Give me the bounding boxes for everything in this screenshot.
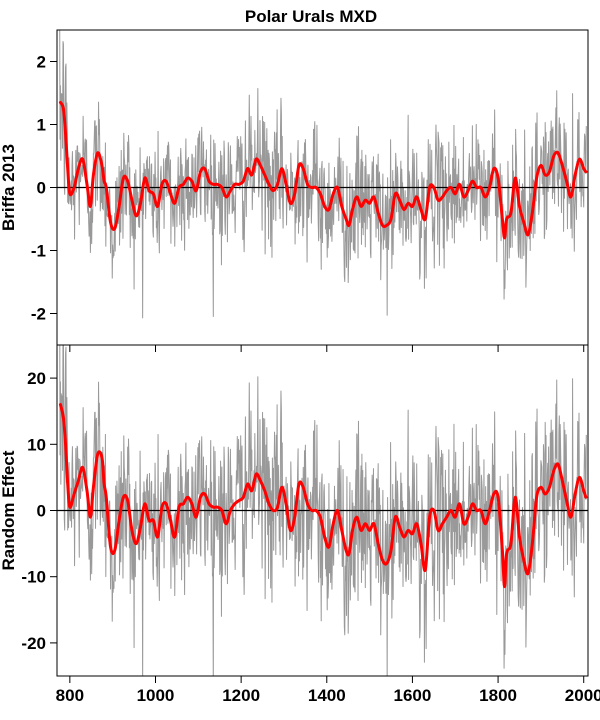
x-tick-label: 1000 <box>137 686 175 705</box>
y-tick-label: 1 <box>37 116 46 135</box>
x-tick-label: 1600 <box>394 686 432 705</box>
x-tick-label: 1800 <box>479 686 517 705</box>
annual-series-line <box>59 345 587 676</box>
y-tick-label: 20 <box>27 369 46 388</box>
plot-area <box>57 30 588 319</box>
y-tick-label: -1 <box>31 242 46 261</box>
x-tick-label: 2000 <box>565 686 600 705</box>
y-tick-label: 10 <box>27 435 46 454</box>
y-tick-label: -10 <box>21 568 46 587</box>
y-tick-label: 0 <box>37 502 46 521</box>
x-tick-label: 1200 <box>222 686 260 705</box>
y-tick-label: -2 <box>31 305 46 324</box>
smoothed-series-line <box>58 100 588 240</box>
plot-area <box>57 345 588 676</box>
y-tick-label: 2 <box>37 53 46 72</box>
smoothed-series-line <box>58 403 588 589</box>
top-panel: -2 -1 0 1 2 Briffa 2013 <box>0 29 589 352</box>
x-tick-label: 800 <box>56 686 84 705</box>
y-tick-label: -20 <box>21 634 46 653</box>
y-tick-label: 0 <box>37 179 46 198</box>
annual-series-line <box>59 30 587 319</box>
chart-title: Polar Urals MXD <box>245 7 377 26</box>
bottom-panel: -20 -10 0 10 20 800 1000 1200 1400 1600 1800 2000 Ra… <box>0 344 600 705</box>
y-axis-label: Briffa 2013 <box>0 144 18 231</box>
x-tick-label: 1400 <box>308 686 346 705</box>
y-axis-label: Random Effect <box>0 450 18 570</box>
